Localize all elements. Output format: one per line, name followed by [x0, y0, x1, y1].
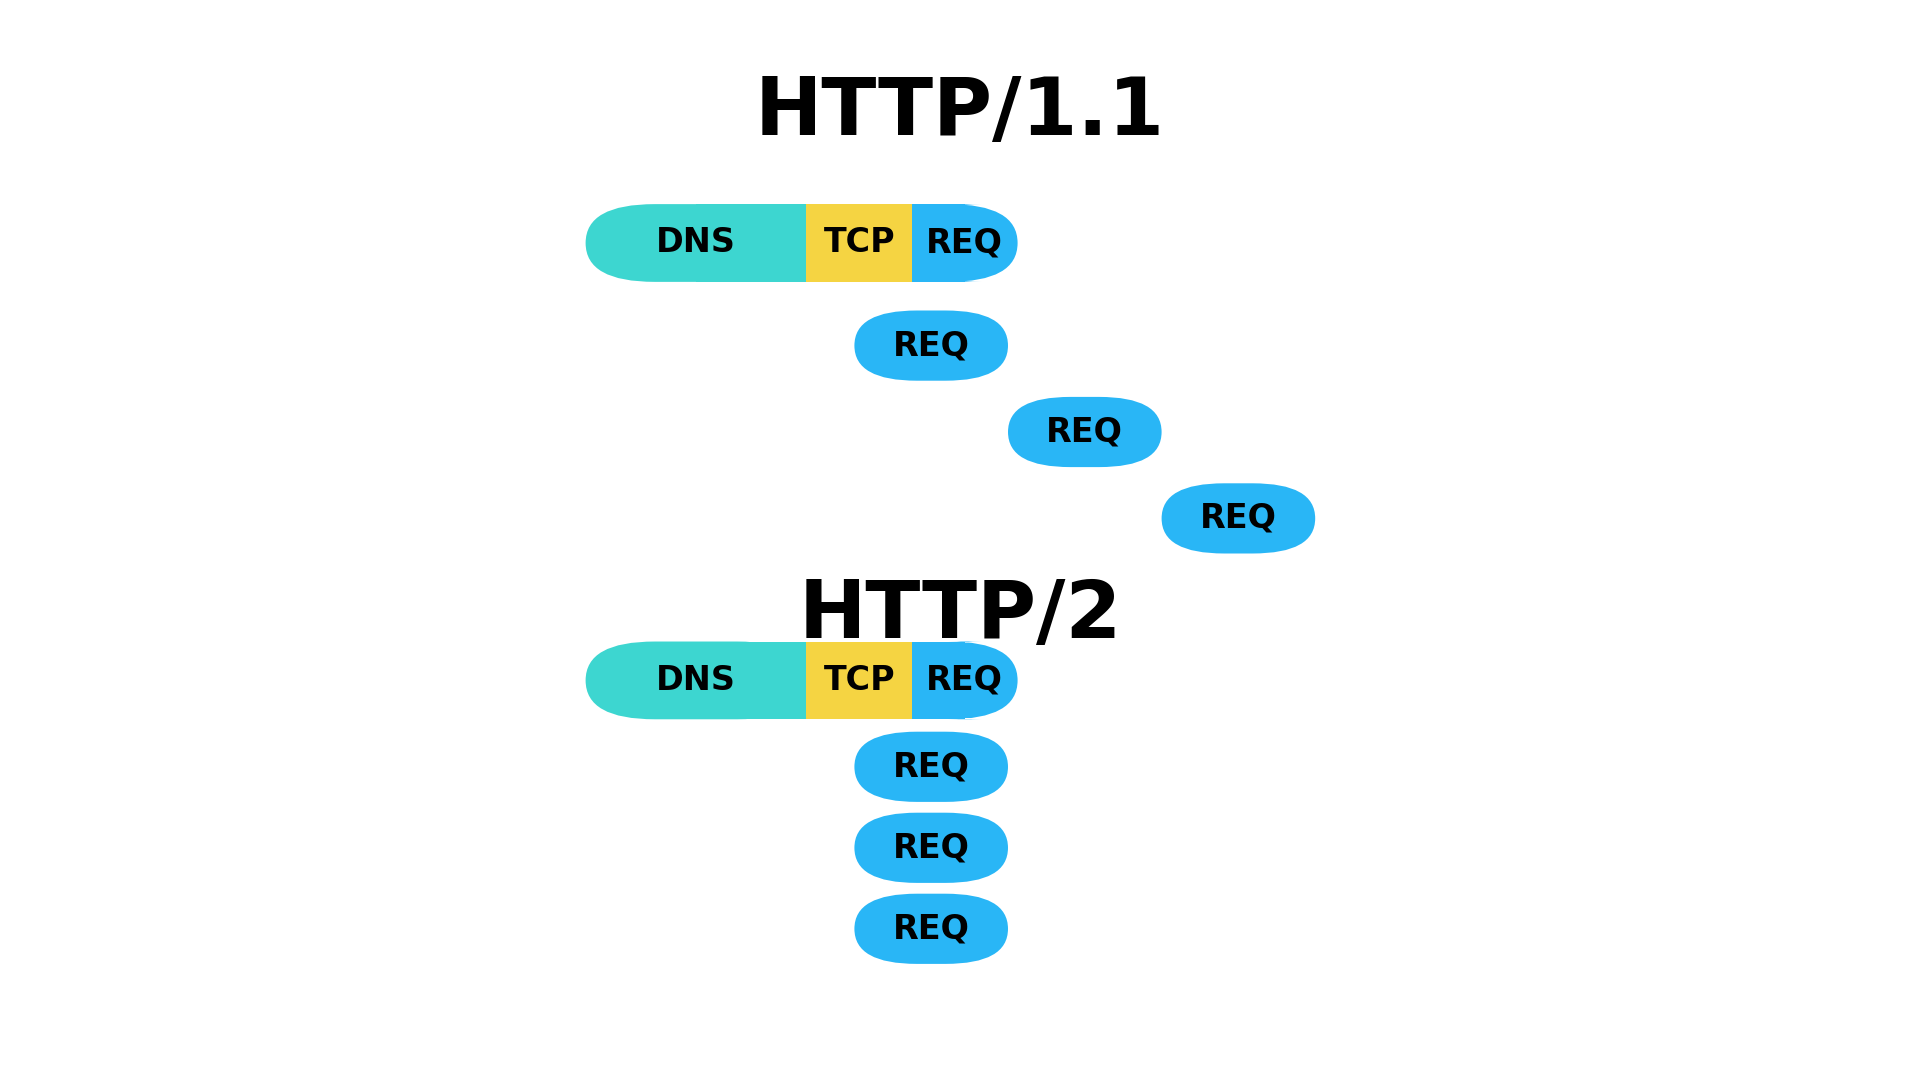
FancyBboxPatch shape [1162, 483, 1315, 553]
Text: REQ: REQ [925, 227, 1004, 259]
Bar [695, 642, 806, 719]
Bar [806, 642, 912, 719]
FancyBboxPatch shape [854, 812, 1008, 883]
Text: REQ: REQ [893, 751, 970, 783]
FancyBboxPatch shape [912, 204, 1018, 282]
Text: REQ: REQ [893, 913, 970, 945]
Text: TCP: TCP [824, 227, 895, 259]
FancyBboxPatch shape [854, 732, 1008, 801]
Text: REQ: REQ [1200, 502, 1277, 535]
FancyBboxPatch shape [1008, 396, 1162, 467]
Text: REQ: REQ [893, 832, 970, 864]
Bar [695, 204, 806, 282]
FancyBboxPatch shape [586, 204, 806, 282]
Text: DNS: DNS [657, 664, 735, 697]
FancyBboxPatch shape [586, 642, 806, 719]
Text: DNS: DNS [657, 227, 735, 259]
Text: HTTP/2: HTTP/2 [799, 577, 1121, 654]
FancyBboxPatch shape [854, 310, 1008, 380]
FancyBboxPatch shape [854, 894, 1008, 963]
Bar [912, 642, 964, 719]
Text: REQ: REQ [925, 664, 1004, 697]
FancyBboxPatch shape [912, 642, 1018, 719]
Bar [912, 204, 964, 282]
Text: TCP: TCP [824, 664, 895, 697]
Bar [806, 204, 912, 282]
Text: HTTP/1.1: HTTP/1.1 [755, 75, 1165, 152]
Text: REQ: REQ [893, 329, 970, 362]
Text: REQ: REQ [1046, 416, 1123, 448]
